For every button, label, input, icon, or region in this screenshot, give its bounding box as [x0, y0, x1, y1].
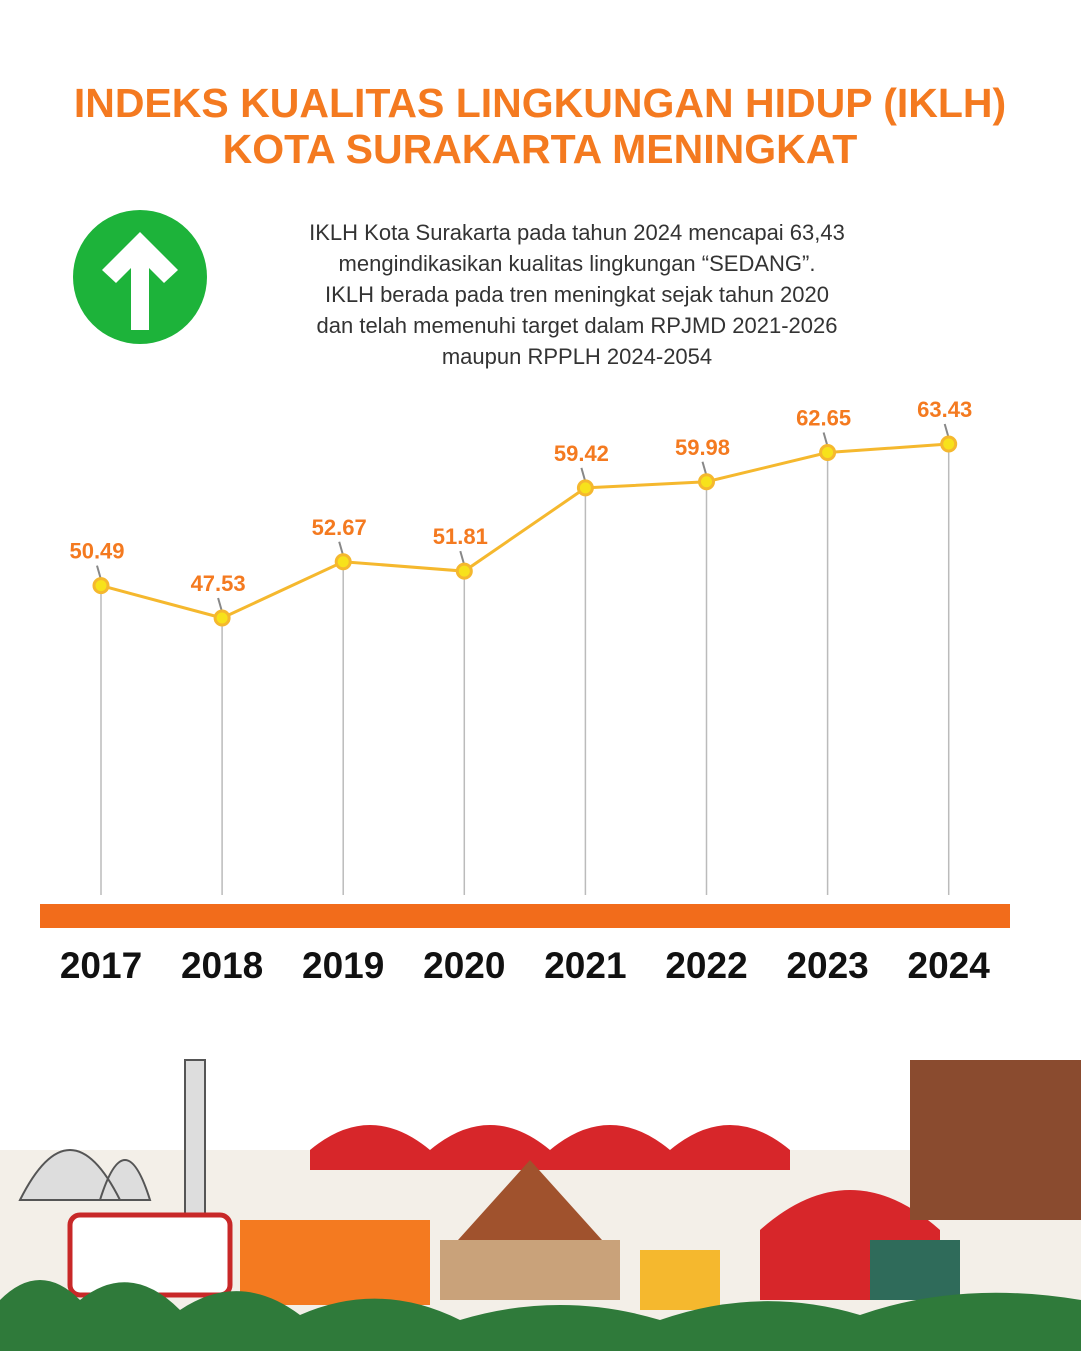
description-line: maupun RPPLH 2024-2054 [442, 344, 712, 369]
description-line: dan telah memenuhi target dalam RPJMD 20… [317, 313, 838, 338]
data-line [100, 442, 949, 620]
data-point [698, 473, 715, 491]
value-label: 47.53 [191, 571, 246, 596]
up-icon [73, 210, 207, 344]
data-point [940, 435, 958, 453]
x-tick-label: 2018 [181, 945, 263, 986]
x-tick-label: 2017 [60, 945, 142, 986]
x-tick-label: 2020 [423, 945, 505, 986]
value-label: 63.43 [917, 397, 972, 422]
skyline-decoration [0, 1059, 1081, 1351]
value-label: 52.67 [312, 515, 367, 540]
title-line: KOTA SURAKARTA MENINGKAT [223, 126, 858, 172]
data-point [576, 479, 594, 497]
baseline-bar [40, 904, 1010, 928]
description-line: mengindikasikan kualitas lingkungan “SED… [339, 251, 816, 276]
value-label: 59.42 [554, 441, 609, 466]
data-point [819, 444, 837, 462]
x-tick-label: 2019 [302, 945, 384, 986]
x-tick-label: 2023 [786, 945, 868, 986]
data-point [213, 609, 231, 627]
data-point [455, 562, 473, 580]
value-label: 62.65 [796, 406, 851, 431]
data-point [92, 577, 110, 595]
x-tick-label: 2024 [908, 945, 991, 986]
value-label: 50.49 [69, 539, 124, 564]
value-label: 51.81 [433, 524, 488, 549]
value-label: 59.98 [675, 435, 730, 460]
x-tick-label: 2022 [665, 945, 747, 986]
x-tick-label: 2021 [544, 945, 626, 986]
description-line: IKLH berada pada tren meningkat sejak ta… [325, 282, 829, 307]
description-line: IKLH Kota Surakarta pada tahun 2024 menc… [309, 220, 845, 245]
data-point [334, 553, 352, 571]
title-line: INDEKS KUALITAS LINGKUNGAN HIDUP (IKLH) [74, 80, 1006, 126]
